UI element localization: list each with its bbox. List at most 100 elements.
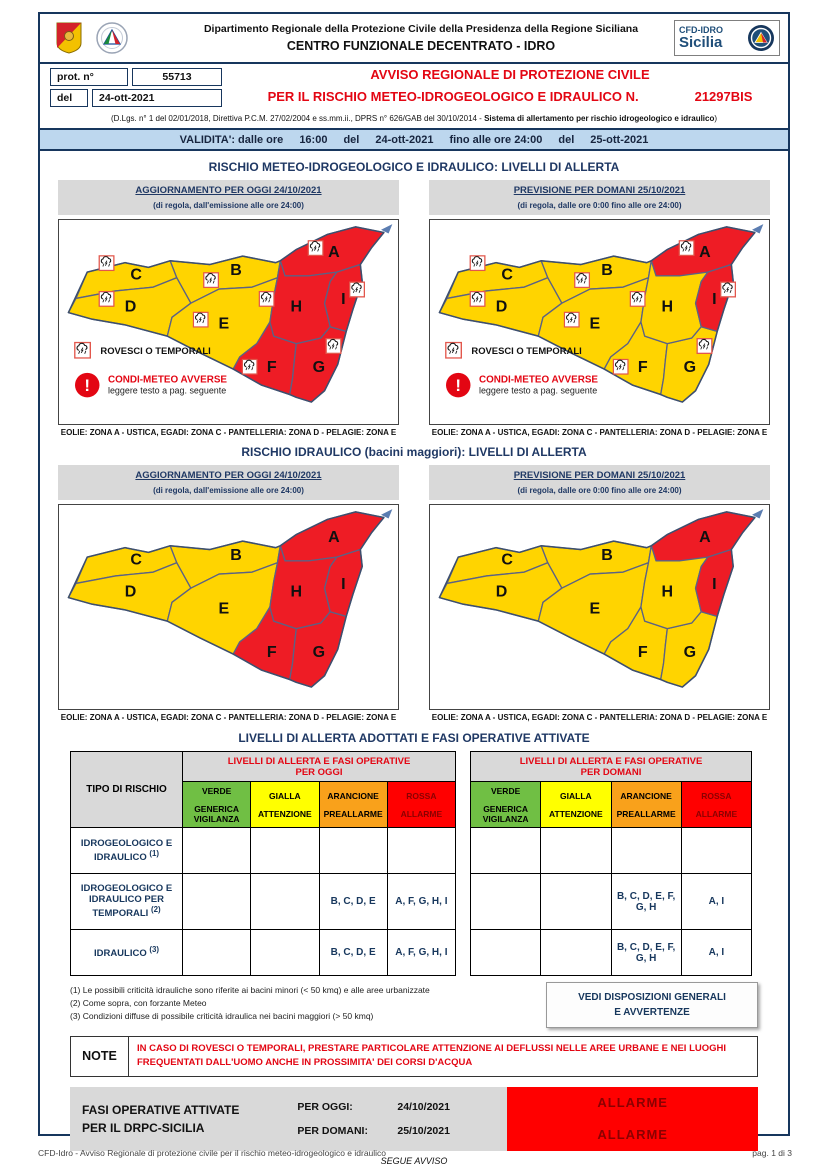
level-verde-header: VERDE GENERICA VIGILANZA (469, 781, 542, 828)
zone-label-I: I (712, 576, 716, 593)
storm-icon (469, 290, 486, 307)
meteo-today-header: AGGIORNAMENTO PER OGGI 24/10/2021 (di re… (58, 180, 399, 215)
table-row: IDROGEOLOGICO E IDRAULICO (1) (70, 827, 457, 874)
idraulico-today-header: AGGIORNAMENTO PER OGGI 24/10/2021 (di re… (58, 465, 399, 500)
storm-icon (563, 311, 580, 328)
tomorrow-table-header: LIVELLI DI ALLERTA E FASI OPERATIVE PER … (470, 751, 752, 782)
zone-label-B: B (601, 547, 613, 564)
del-label: del (50, 89, 88, 107)
zone-H (269, 545, 338, 630)
zone-label-E: E (589, 601, 600, 618)
cfd-circle-icon (748, 25, 774, 51)
legend-storm-label: ROVESCI O TEMPORALI (471, 345, 581, 356)
zone-label-H: H (662, 299, 674, 316)
allarme-today: ALLARME (597, 1095, 668, 1110)
legend-adverse-sub: leggere testo a pag. seguente (479, 386, 597, 396)
zone-label-F: F (638, 359, 648, 376)
zone-label-D: D (496, 299, 508, 316)
per-oggi-label: PER OGGI: (297, 1100, 353, 1113)
validity-date-to: 25-ott-2021 (590, 133, 649, 146)
legal-reference-line: (D.Lgs. n° 1 del 02/01/2018, Direttiva P… (110, 114, 718, 123)
header-title-block: Dipartimento Regionale della Protezione … (168, 23, 674, 53)
zone-H (640, 545, 709, 630)
per-oggi-date: 24/10/2021 (397, 1100, 450, 1113)
prot-label: prot. n° (50, 68, 128, 86)
protocol-block: prot. n° 55713 del 24-ott-2021 (50, 68, 222, 110)
zone-label-F: F (267, 359, 277, 376)
validity-bar: VALIDITA': dalle ore 16:00 del 24-ott-20… (40, 128, 788, 151)
allarme-tomorrow: ALLARME (597, 1127, 668, 1142)
operative-label: FASI OPERATIVE ATTIVATE PER IL DRPC-SICI… (82, 1102, 240, 1135)
zone-label-B: B (230, 547, 242, 564)
page-number: pag. 1 di 3 (752, 1148, 792, 1158)
storm-icon (325, 338, 342, 355)
vedi-disposizioni-button[interactable]: VEDI DISPOSIZIONI GENERALI E AVVERTENZE (546, 982, 758, 1028)
footnote-3: (3) Condizioni diffuse di possibile crit… (70, 1011, 374, 1022)
legend-adverse-title: CONDI-METEO AVVERSE (479, 374, 598, 385)
protocol-and-title: prot. n° 55713 del 24-ott-2021 AVVISO RE… (40, 64, 788, 114)
zone-label-E: E (589, 316, 600, 333)
zone-label-B: B (230, 262, 242, 279)
header-logos (40, 22, 168, 54)
level-arancione-header: ARANCIONE PREALLARME (610, 781, 682, 828)
zone-label-B: B (601, 262, 613, 279)
zone-label-E: E (218, 601, 229, 618)
zone-label-A: A (328, 529, 340, 546)
alert-table-tomorrow: LIVELLI DI ALLERTA E FASI OPERATIVE PER … (469, 751, 753, 976)
zone-label-A: A (328, 244, 340, 261)
svg-text:!: ! (455, 376, 461, 395)
validity-label: VALIDITA': dalle ore (179, 133, 284, 146)
per-domani-date: 25/10/2021 (397, 1124, 450, 1137)
storm-icon (445, 341, 463, 359)
level-arancione-header: ARANCIONE PREALLARME (318, 781, 388, 828)
sicily-coat-of-arms-icon (56, 22, 82, 54)
validity-date-from: 24-ott-2021 (375, 133, 434, 146)
legend-storm-label: ROVESCI O TEMPORALI (100, 345, 210, 356)
map-caption: EOLIE: ZONA A - USTICA, EGADI: ZONA C - … (431, 713, 768, 722)
section-meteo-title: RISCHIO METEO-IDROGEOLOGICO E IDRAULICO:… (208, 160, 620, 174)
avviso-title-line2: PER IL RISCHIO METEO-IDROGEOLOGICO E IDR… (267, 89, 639, 104)
footnote-1: (1) Le possibili criticità idrauliche so… (70, 985, 430, 995)
zone-label-C: C (130, 267, 142, 284)
centro-funzionale-line: CENTRO FUNZIONALE DECENTRATO - IDRO (286, 39, 556, 53)
zone-label-C: C (130, 552, 142, 569)
del-value: 24-ott-2021 (92, 89, 222, 107)
zone-label-A: A (699, 244, 711, 261)
storm-icon (469, 255, 486, 272)
operative-dates: PER OGGI: 24/10/2021 PER DOMANI: 25/10/2… (297, 1087, 507, 1151)
storm-icon (98, 290, 115, 307)
storm-icon (203, 272, 220, 289)
validity-until: fino alle ore 24:00 (449, 133, 543, 146)
zone-label-C: C (501, 552, 513, 569)
zone-label-I: I (341, 291, 345, 308)
warning-icon (75, 372, 100, 398)
storm-icon (258, 290, 275, 307)
footnotes: (1) Le possibili criticità idrauliche so… (70, 982, 546, 1024)
storm-icon (98, 255, 115, 272)
zone-label-G: G (684, 644, 696, 661)
prot-value: 55713 (132, 68, 222, 86)
zone-label-I: I (712, 291, 716, 308)
zone-label-F: F (267, 644, 277, 661)
map-meteo-today: A B C D E F G H I ROVESCI O TEMPORALI! CONDI-METEO… (58, 219, 399, 425)
storm-icon (74, 341, 92, 359)
zone-label-D: D (125, 299, 137, 316)
per-domani-label: PER DOMANI: (297, 1124, 368, 1137)
svg-text:!: ! (84, 376, 90, 395)
meteo-tomorrow-header: PREVISIONE PER DOMANI 25/10/2021 (di reg… (429, 180, 770, 215)
legend-adverse-sub: leggere testo a pag. seguente (108, 386, 226, 396)
cfd-logo-line2: Sicilia (679, 34, 723, 51)
cfd-idro-sicilia-logo: CFD-IDRO Sicilia (674, 20, 780, 56)
zone-label-I: I (341, 576, 345, 593)
table-row: B, C, D, E, F, G, H A, I (469, 929, 753, 976)
map-caption: EOLIE: ZONA A - USTICA, EGADI: ZONA C - … (60, 428, 397, 437)
allarme-status-box: ALLARME ALLARME (507, 1086, 758, 1151)
level-gialla-header: GIALLA ATTENZIONE (540, 781, 612, 828)
zone-label-H: H (291, 584, 303, 601)
segue-avviso: SEGUE AVVISO (380, 1155, 448, 1166)
note-box: NOTE IN CASO DI ROVESCI O TEMPORALI, PRE… (70, 1036, 758, 1077)
level-gialla-header: GIALLA ATTENZIONE (250, 781, 320, 828)
map-caption: EOLIE: ZONA A - USTICA, EGADI: ZONA C - … (431, 428, 768, 437)
